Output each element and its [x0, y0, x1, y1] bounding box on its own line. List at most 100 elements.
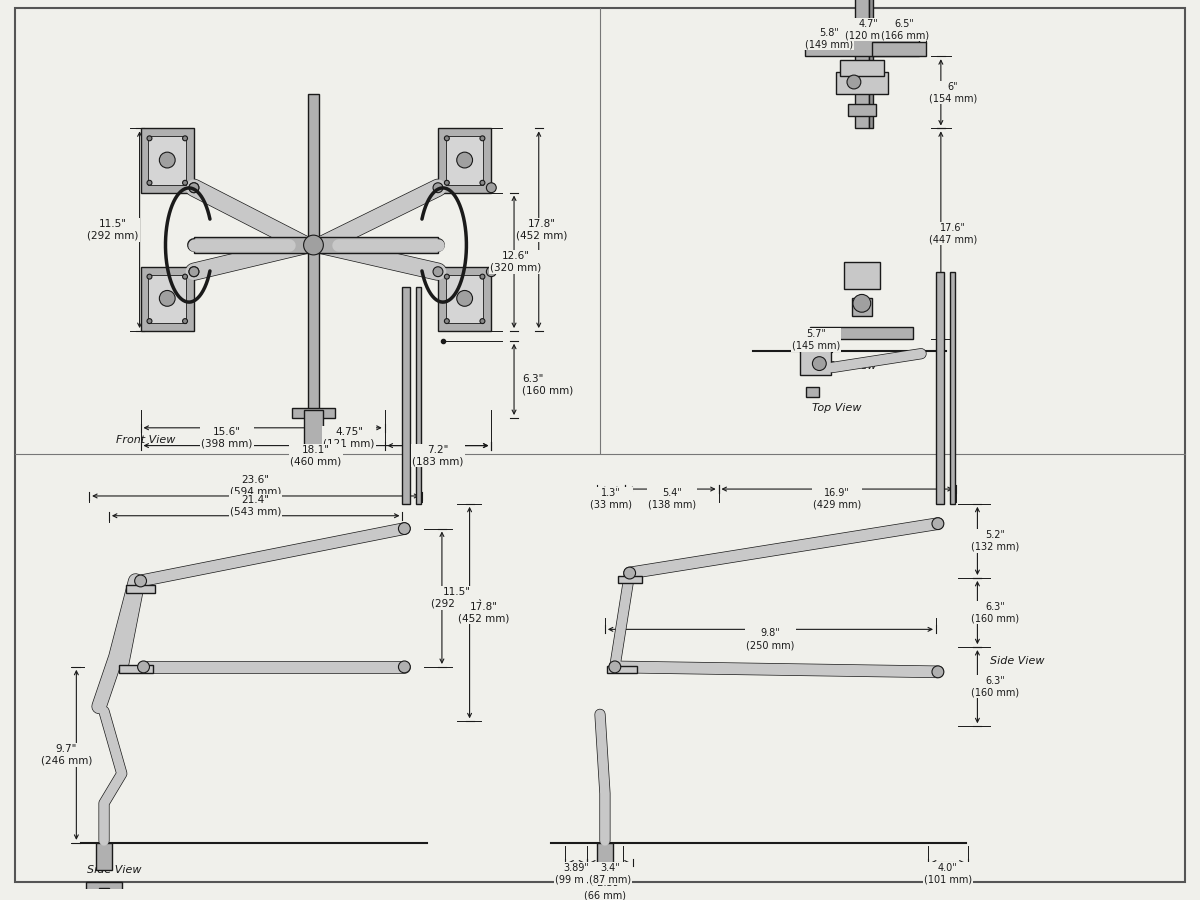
- Text: 9.8"
(250 mm): 9.8" (250 mm): [746, 628, 794, 650]
- Text: 6"
(154 mm): 6" (154 mm): [929, 82, 977, 104]
- Bar: [936, 272, 944, 504]
- Text: 18.1"
(460 mm): 18.1" (460 mm): [290, 445, 342, 466]
- Text: 4.7"
(120 mm): 4.7" (120 mm): [845, 19, 893, 40]
- Circle shape: [853, 294, 871, 312]
- Text: 5.8"
(149 mm): 5.8" (149 mm): [805, 28, 853, 50]
- Circle shape: [624, 567, 636, 579]
- Bar: [119, 665, 154, 673]
- Text: 11.5"
(292 mm): 11.5" (292 mm): [431, 587, 482, 608]
- Circle shape: [148, 136, 152, 140]
- Circle shape: [932, 518, 944, 529]
- Circle shape: [182, 319, 187, 324]
- Bar: [598, 842, 613, 870]
- Circle shape: [148, 274, 152, 279]
- Bar: [810, 327, 913, 339]
- Bar: [416, 286, 421, 504]
- Text: Side View: Side View: [86, 866, 142, 876]
- Circle shape: [398, 523, 410, 535]
- Text: 3.4"
(87 mm): 3.4" (87 mm): [589, 862, 631, 884]
- Text: 12.6"
(320 mm): 12.6" (320 mm): [491, 251, 541, 273]
- Bar: [848, 104, 876, 115]
- Circle shape: [444, 319, 449, 324]
- Circle shape: [932, 666, 944, 678]
- Text: 6.3"
(160 mm): 6.3" (160 mm): [522, 374, 574, 395]
- Bar: [304, 410, 323, 445]
- Circle shape: [433, 266, 443, 276]
- Bar: [844, 262, 880, 290]
- Circle shape: [444, 274, 449, 279]
- Bar: [149, 274, 186, 323]
- Text: 17.8"
(452 mm): 17.8" (452 mm): [516, 219, 568, 240]
- Circle shape: [188, 183, 199, 193]
- Bar: [869, 0, 872, 129]
- Circle shape: [148, 319, 152, 324]
- Text: 17.8"
(452 mm): 17.8" (452 mm): [457, 602, 509, 624]
- Bar: [140, 129, 194, 193]
- Circle shape: [138, 661, 150, 673]
- Circle shape: [188, 183, 199, 193]
- Circle shape: [433, 183, 443, 193]
- Text: 6.3"
(160 mm): 6.3" (160 mm): [971, 602, 1019, 624]
- Circle shape: [182, 136, 187, 140]
- Circle shape: [847, 75, 860, 89]
- Bar: [840, 60, 883, 76]
- Circle shape: [480, 180, 485, 185]
- Circle shape: [148, 180, 152, 185]
- Bar: [96, 842, 112, 870]
- Bar: [871, 42, 926, 57]
- Bar: [140, 266, 194, 331]
- Text: 16.9"
(429 mm): 16.9" (429 mm): [812, 488, 862, 509]
- Bar: [100, 888, 109, 900]
- Text: 17.6"
(447 mm): 17.6" (447 mm): [929, 223, 977, 245]
- Circle shape: [398, 661, 410, 673]
- Circle shape: [182, 274, 187, 279]
- Circle shape: [444, 180, 449, 185]
- Text: Top View: Top View: [812, 403, 862, 413]
- Circle shape: [812, 356, 827, 371]
- Text: 5.4"
(138 mm): 5.4" (138 mm): [648, 488, 696, 509]
- Text: 4.0"
(101 mm): 4.0" (101 mm): [924, 862, 972, 884]
- Text: 4.75"
(121 mm): 4.75" (121 mm): [323, 427, 374, 448]
- Bar: [446, 274, 484, 323]
- Bar: [438, 266, 491, 331]
- Circle shape: [444, 136, 449, 140]
- Text: 5.2"
(132 mm): 5.2" (132 mm): [971, 530, 1019, 552]
- Bar: [86, 882, 122, 890]
- Circle shape: [182, 180, 187, 185]
- Bar: [805, 387, 820, 397]
- Circle shape: [480, 274, 485, 279]
- Bar: [836, 72, 888, 94]
- Text: Front View: Front View: [116, 435, 175, 445]
- Bar: [292, 408, 335, 418]
- Circle shape: [160, 291, 175, 306]
- Circle shape: [188, 266, 199, 276]
- Bar: [126, 585, 156, 593]
- Bar: [587, 882, 623, 890]
- Circle shape: [480, 136, 485, 140]
- Bar: [854, 0, 869, 129]
- Circle shape: [480, 319, 485, 324]
- Circle shape: [457, 152, 473, 168]
- Bar: [804, 39, 919, 57]
- Bar: [438, 129, 491, 193]
- Bar: [446, 136, 484, 184]
- Circle shape: [608, 661, 620, 673]
- Circle shape: [160, 152, 175, 168]
- Circle shape: [188, 266, 199, 276]
- Text: 5.7"
(145 mm): 5.7" (145 mm): [792, 329, 840, 351]
- Circle shape: [486, 266, 497, 276]
- Bar: [799, 347, 832, 375]
- Bar: [600, 888, 610, 900]
- Text: 7.2"
(183 mm): 7.2" (183 mm): [413, 445, 463, 466]
- Bar: [949, 272, 955, 504]
- Text: 6.5"
(166 mm): 6.5" (166 mm): [881, 19, 929, 40]
- Text: 23.6"
(594 mm): 23.6" (594 mm): [230, 475, 281, 497]
- Text: 9.7"
(246 mm): 9.7" (246 mm): [41, 744, 92, 766]
- Bar: [307, 94, 319, 410]
- Bar: [194, 237, 438, 253]
- Text: Top View: Top View: [827, 361, 877, 371]
- Bar: [607, 666, 636, 673]
- Bar: [149, 136, 186, 184]
- Text: 21.4"
(543 mm): 21.4" (543 mm): [230, 495, 281, 517]
- Text: 1.3"
(33 mm): 1.3" (33 mm): [590, 488, 632, 509]
